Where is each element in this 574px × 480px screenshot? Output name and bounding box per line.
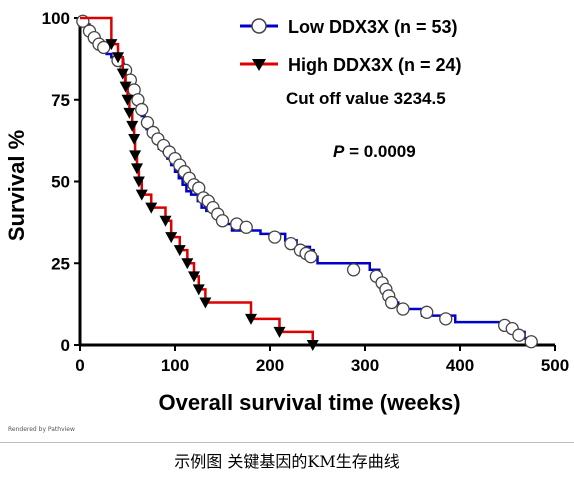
- event-marker-high: [123, 107, 136, 119]
- event-marker-high: [306, 340, 319, 351]
- censor-marker-low: [346, 263, 361, 277]
- y-tick-label: 25: [51, 254, 70, 273]
- y-tick-label: 50: [51, 173, 70, 192]
- event-marker-high: [199, 297, 212, 309]
- censor-marker-low: [239, 220, 253, 234]
- x-axis-title: Overall survival time (weeks): [158, 390, 460, 415]
- km-figure: 0 100 200 300 400 500 0 25 50 75 100 Overall surviv…: [4, 9, 569, 433]
- x-tick-label: 0: [75, 356, 84, 375]
- divider: [0, 442, 574, 443]
- x-tick-label: 400: [446, 356, 474, 375]
- legend: Low DDX3X (n = 53) High DDX3X (n = 24): [240, 17, 462, 75]
- censor-marker-low: [97, 40, 111, 55]
- y-axis-title: Survival %: [4, 130, 29, 241]
- censor-marker-low: [439, 312, 453, 326]
- event-marker-high: [131, 163, 143, 175]
- series-layer: [76, 14, 538, 351]
- event-marker-high: [245, 313, 257, 325]
- censor-marker-low: [140, 115, 155, 130]
- cutoff-annotation: Cut off value 3234.5: [286, 89, 446, 108]
- event-marker-high: [145, 202, 158, 214]
- figure-caption: 示例图 关键基因的KM生存曲线: [174, 452, 400, 471]
- event-marker-high: [173, 245, 186, 257]
- censor-marker-low: [215, 214, 230, 228]
- event-marker-high: [128, 133, 141, 145]
- event-marker-high: [273, 326, 286, 338]
- censor-marker-low: [396, 302, 410, 316]
- km-chart: 0 100 200 300 400 500 0 25 50 75 100 Overall surviv…: [4, 9, 569, 415]
- event-marker-high: [192, 284, 205, 296]
- axes: 0 100 200 300 400 500 0 25 50 75 100 Overall surviv…: [4, 9, 569, 415]
- x-tick-label: 200: [256, 356, 284, 375]
- legend-marker-high: [252, 59, 266, 71]
- legend-label-high: High DDX3X (n = 24): [288, 55, 462, 75]
- x-tick-label: 500: [541, 356, 569, 375]
- event-marker-high: [121, 94, 134, 106]
- censor-marker-low: [284, 236, 298, 251]
- y-tick-label: 100: [42, 9, 70, 28]
- event-marker-high: [116, 68, 129, 80]
- event-marker-high: [105, 39, 118, 51]
- x-tick-label: 100: [161, 356, 189, 375]
- legend-item-high: High DDX3X (n = 24): [240, 55, 462, 75]
- x-tick-label: 300: [351, 356, 379, 375]
- legend-label-low: Low DDX3X (n = 53): [288, 17, 458, 37]
- event-marker-high: [112, 52, 124, 64]
- event-marker-high: [119, 81, 132, 93]
- censor-marker-low: [304, 250, 318, 264]
- censor-marker-low: [512, 328, 526, 342]
- censor-marker-low: [135, 102, 149, 117]
- footer-note: Rendered by Pathview: [8, 426, 75, 433]
- event-marker-high: [165, 232, 178, 244]
- censor-marker-low: [420, 305, 434, 319]
- event-marker-high: [126, 120, 139, 132]
- legend-marker-low: [251, 18, 267, 34]
- event-marker-high: [159, 215, 172, 227]
- event-marker-high: [132, 176, 145, 188]
- legend-item-low: Low DDX3X (n = 53): [240, 17, 458, 37]
- y-tick-label: 75: [51, 91, 70, 110]
- event-marker-high: [129, 150, 142, 162]
- event-marker-high: [135, 189, 148, 201]
- p-value: = 0.0009: [344, 142, 415, 161]
- event-marker-high: [188, 271, 200, 283]
- censor-marker-low: [524, 335, 538, 349]
- p-value-annotation: P = 0.0009: [333, 142, 416, 161]
- event-marker-high: [181, 258, 194, 270]
- censor-marker-low: [268, 230, 282, 244]
- y-tick-label: 0: [61, 336, 70, 355]
- footer-note-line: Rendered by Pathview: [8, 426, 75, 433]
- p-label: P: [333, 142, 345, 161]
- censor-marker-low: [384, 295, 399, 310]
